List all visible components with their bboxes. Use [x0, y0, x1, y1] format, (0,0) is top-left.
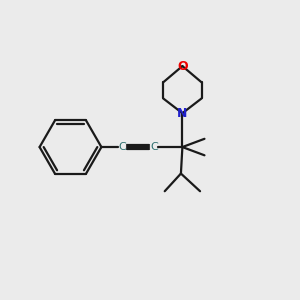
Text: N: N [177, 107, 188, 120]
Text: C: C [151, 142, 158, 152]
Text: C: C [118, 142, 126, 152]
Text: O: O [177, 60, 188, 73]
